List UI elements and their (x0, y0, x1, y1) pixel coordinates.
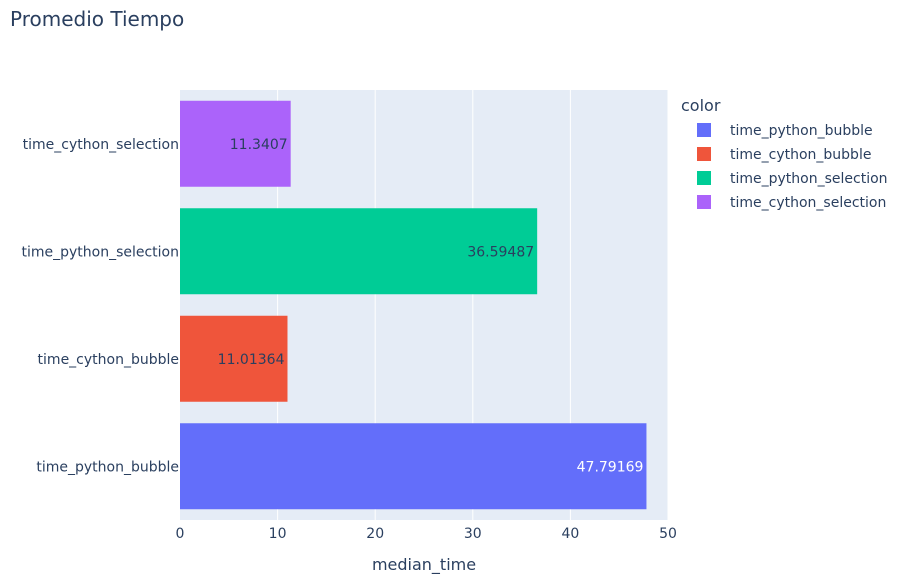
x-tick-label: 40 (561, 526, 579, 542)
y-tick-label: time_python_selection (21, 244, 179, 260)
legend-item-label[interactable]: time_cython_bubble (730, 147, 871, 163)
bar-data-label: 11.01364 (218, 352, 285, 368)
x-axis-title: median_time (372, 555, 476, 575)
y-tick-label: time_python_bubble (36, 459, 179, 475)
bar-data-label: 11.3407 (230, 137, 288, 153)
bar-time-python-bubble[interactable] (180, 423, 647, 510)
legend-swatch[interactable] (697, 195, 711, 209)
bar-labels: 47.79169 11.01364 36.59487 11.3407 (218, 137, 644, 476)
legend-item-label[interactable]: time_python_bubble (730, 123, 873, 139)
bar-time-cython-bubble[interactable] (180, 315, 288, 402)
bars (180, 100, 647, 510)
x-tick-label: 30 (464, 526, 482, 542)
y-axis-tick-labels: time_python_bubble time_cython_bubble time… (21, 137, 179, 476)
bar-data-label: 36.59487 (467, 244, 534, 260)
y-tick-label: time_cython_selection (23, 137, 179, 153)
legend-item-label[interactable]: time_python_selection (730, 171, 888, 187)
legend-item-label[interactable]: time_cython_selection (730, 195, 886, 211)
x-axis-tick-labels: 0 10 20 30 40 50 (176, 526, 677, 542)
legend-swatch[interactable] (697, 123, 711, 137)
legend-title: color (681, 96, 721, 115)
x-tick-label: 10 (269, 526, 287, 542)
x-tick-label: 0 (176, 526, 185, 542)
bar-data-label: 47.79169 (577, 459, 644, 475)
legend-swatch[interactable] (697, 171, 711, 185)
x-tick-label: 50 (659, 526, 677, 542)
bar-time-python-selection[interactable] (180, 208, 538, 295)
chart-title: Promedio Tiempo (10, 7, 184, 31)
bar-time-cython-selection[interactable] (180, 100, 291, 187)
x-tick-label: 20 (366, 526, 384, 542)
y-tick-label: time_cython_bubble (38, 352, 179, 368)
legend-swatch[interactable] (697, 147, 711, 161)
legend: color time_python_bubble time_cython_bubb… (681, 96, 888, 211)
